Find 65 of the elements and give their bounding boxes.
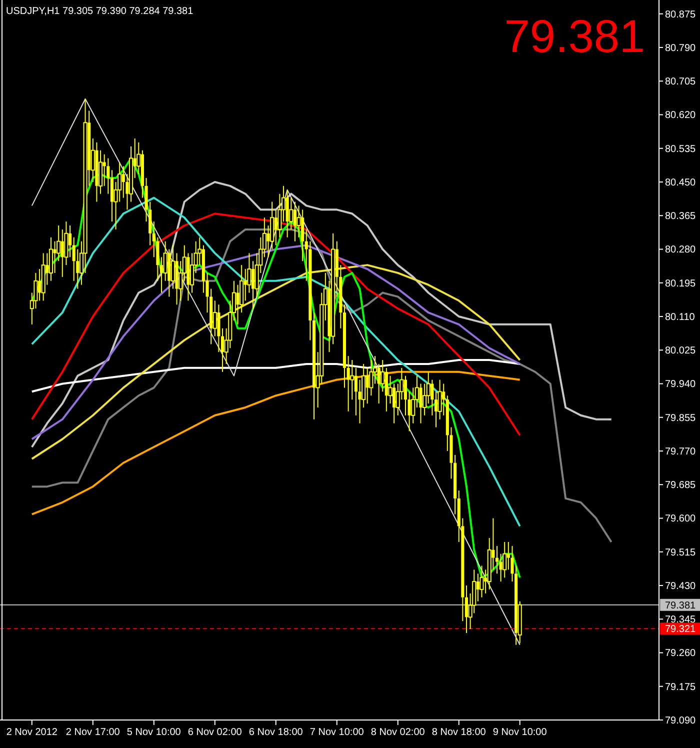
candlestick: [160, 256, 164, 294]
candlestick: [286, 189, 289, 238]
y-tick-label: 79.770: [665, 446, 696, 458]
candlestick: [404, 375, 408, 416]
line-series: [30, 359, 521, 393]
y-tick-label: 80.280: [665, 244, 696, 256]
candlestick: [244, 268, 247, 302]
candlestick: [434, 391, 438, 428]
line-series: [30, 264, 521, 460]
y-tick-label: 79.515: [665, 547, 696, 558]
candlestick: [217, 304, 220, 353]
line-series: [31, 98, 520, 646]
ref-line-label: 79.381: [665, 600, 696, 612]
y-tick-label: 79.685: [665, 480, 696, 492]
x-tick-label: 8 Nov 02:00: [370, 727, 426, 738]
candlestick: [464, 584, 468, 634]
y-tick-label: 80.535: [665, 144, 696, 155]
y-tick-label: 80.110: [665, 312, 696, 323]
x-tick-label: 2 Nov 2012: [6, 727, 58, 738]
candlestick: [502, 541, 507, 578]
candlestick: [346, 356, 350, 412]
candlestick: [377, 363, 380, 404]
x-tick-label: 6 Nov 18:00: [248, 727, 304, 738]
candlestick: [480, 565, 484, 598]
annotation: 79.381: [504, 10, 645, 62]
line-series: [30, 370, 521, 516]
y-tick-label: 80.790: [665, 42, 696, 54]
y-tick-label: 80.620: [665, 110, 696, 122]
candlestick: [408, 391, 411, 432]
y-tick-label: 80.365: [665, 211, 696, 222]
candlestick: [48, 236, 53, 282]
candlestick: [106, 158, 110, 194]
y-tick-label: 80.450: [665, 177, 696, 188]
y-tick-label: 79.940: [665, 379, 696, 390]
line-series: [30, 212, 521, 436]
candlestick: [220, 328, 224, 372]
x-tick-label: 6 Nov 02:00: [188, 727, 242, 738]
y-tick-label: 79.260: [665, 648, 696, 660]
candlestick: [366, 367, 369, 404]
line-series: [30, 180, 612, 448]
candlestick: [495, 545, 499, 574]
candlestick: [53, 240, 56, 274]
candlestick: [251, 260, 255, 310]
y-tick-label: 79.175: [665, 682, 696, 693]
y-tick-label: 80.705: [665, 76, 696, 88]
candlestick: [236, 284, 240, 325]
x-tick-label: 5 Nov 10:00: [126, 727, 182, 738]
candlestick: [274, 209, 278, 246]
x-tick-label: 8 Nov 18:00: [432, 727, 486, 738]
y-tick-label: 79.855: [665, 412, 696, 424]
candlestick: [499, 553, 502, 582]
y-tick-label: 80.025: [665, 346, 696, 357]
y-tick-label: 80.875: [665, 9, 696, 20]
candlestick: [60, 228, 64, 278]
x-tick-label: 7 Nov 10:00: [310, 727, 364, 738]
x-tick-label: 2 Nov 17:00: [66, 727, 120, 738]
x-tick-label: 9 Nov 10:00: [492, 727, 548, 738]
y-tick-label: 79.090: [665, 716, 696, 726]
candlestick: [442, 383, 446, 416]
ref-line-label: 79.321: [665, 624, 696, 636]
y-tick-label: 80.195: [665, 278, 696, 290]
text: USDJPY,H1 79.305 79.390 79.284 79.381: [6, 6, 194, 17]
y-tick-label: 79.430: [665, 580, 696, 592]
line-series: [30, 196, 521, 528]
y-tick-label: 79.600: [665, 514, 696, 525]
